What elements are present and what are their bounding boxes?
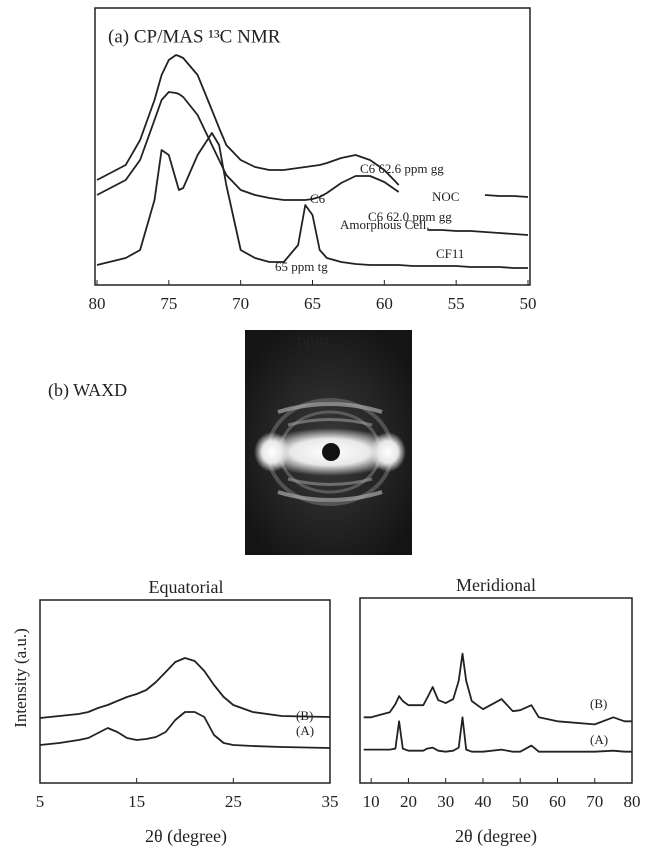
chart-title: (a) CP/MAS ¹³C NMR [108, 26, 281, 47]
curve-label: (A) [296, 723, 314, 738]
annotation: C6 [310, 191, 326, 206]
x-tick-label: 15 [128, 792, 145, 811]
annotation: C6 62.6 ppm gg [360, 161, 444, 176]
x-tick-label: 10 [363, 792, 380, 811]
x-tick-label: 60 [376, 294, 393, 313]
x-tick-label: 25 [225, 792, 242, 811]
curve [363, 716, 632, 753]
x-tick-label: 20 [400, 792, 417, 811]
curve-label: (A) [590, 732, 608, 747]
chart-title: Equatorial [149, 577, 224, 597]
x-tick-label: 60 [549, 792, 566, 811]
curve-label: Amorphous Cell. [340, 217, 430, 232]
chart-title: Meridional [456, 575, 536, 595]
x-tick-label: 30 [437, 792, 454, 811]
panel-label: (b) WAXD [48, 380, 127, 401]
curve [96, 91, 529, 236]
x-tick-label: 50 [520, 294, 537, 313]
x-tick-label: 70 [586, 792, 603, 811]
x-tick-label: 55 [448, 294, 465, 313]
x-axis-label: ppm [297, 330, 329, 350]
x-tick-label: 75 [160, 294, 177, 313]
curve-label: (B) [296, 708, 313, 723]
curve [39, 657, 331, 719]
plot-frame [39, 599, 331, 784]
x-tick-label: 70 [232, 294, 249, 313]
curve-label: CF11 [436, 246, 464, 261]
x-tick-label: 65 [304, 294, 321, 313]
x-tick-label: 40 [474, 792, 491, 811]
curve-label: NOC [432, 189, 459, 204]
curve [363, 652, 632, 726]
waxd-pattern [245, 330, 412, 555]
y-axis-label: Intensity (a.u.) [11, 628, 30, 728]
x-tick-label: 5 [36, 792, 45, 811]
x-tick-label: 80 [624, 792, 641, 811]
plot-frame [359, 597, 633, 784]
curve [96, 54, 529, 198]
curve [96, 132, 528, 269]
x-axis-label: 2θ (degree) [455, 826, 537, 847]
x-tick-label: 50 [512, 792, 529, 811]
annotation: 65 ppm tg [275, 259, 328, 274]
x-tick-label: 80 [89, 294, 106, 313]
x-axis-label: 2θ (degree) [145, 826, 227, 847]
curve-label: (B) [590, 696, 607, 711]
curve [39, 711, 331, 749]
x-tick-label: 35 [322, 792, 339, 811]
annotation: C6 62.0 ppm gg [368, 209, 452, 224]
plot-frame [94, 7, 531, 286]
